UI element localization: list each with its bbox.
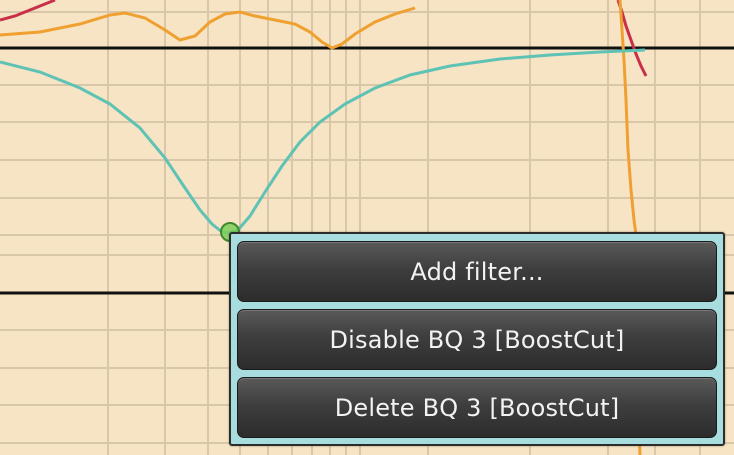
filter-context-menu: Add filter... Disable BQ 3 [BoostCut] De… [229, 232, 725, 446]
red-response-curve [0, 0, 56, 22]
disable-bq-menu-item[interactable]: Disable BQ 3 [BoostCut] [237, 309, 717, 370]
add-filter-menu-item[interactable]: Add filter... [237, 241, 717, 302]
orange-response-curve [0, 6, 416, 50]
boost-cut-curve [0, 48, 646, 235]
delete-bq-menu-item[interactable]: Delete BQ 3 [BoostCut] [237, 377, 717, 438]
